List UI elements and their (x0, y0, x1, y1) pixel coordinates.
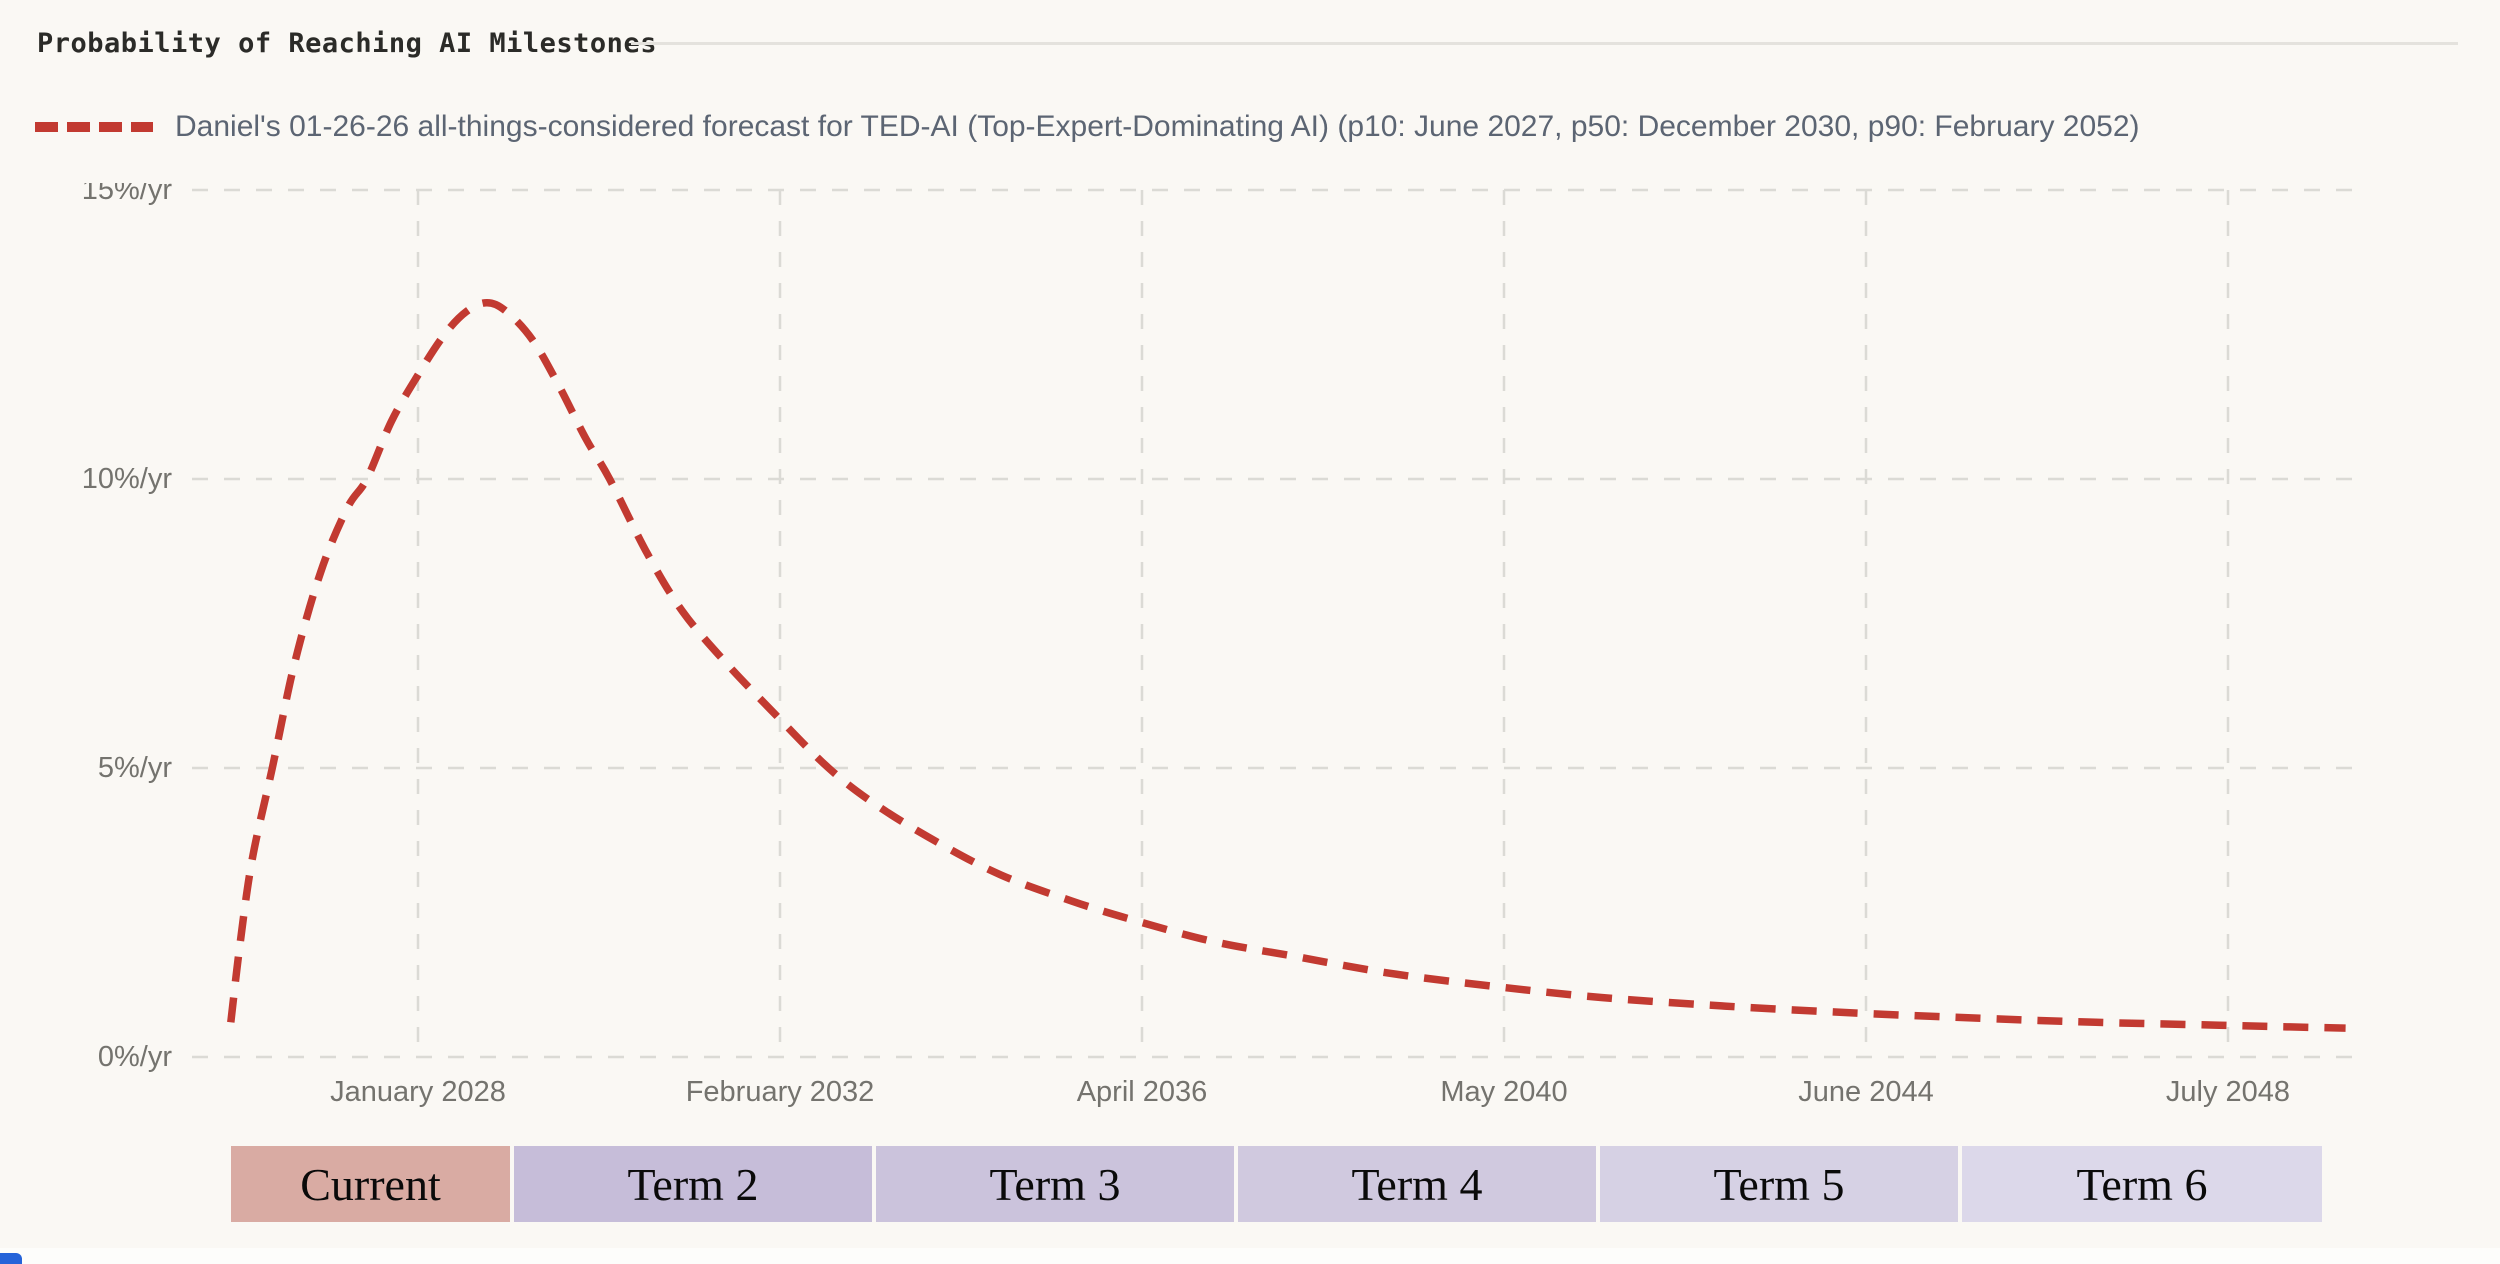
horizontal-gridlines (192, 188, 2357, 1059)
legend-label: Daniel's 01-26-26 all-things-considered … (175, 110, 2140, 143)
x-axis-tick-label: May 2040 (1440, 1076, 1568, 1108)
bottom-background-strip (0, 1248, 2500, 1264)
term-band-term-6: Term 6 (1962, 1146, 2322, 1222)
legend-item[interactable]: Daniel's 01-26-26 all-things-considered … (35, 105, 2140, 149)
x-axis-tick-label: April 2036 (1076, 1076, 1208, 1108)
x-axis-tick-label: February 2032 (685, 1076, 875, 1108)
cut-off-blue-element (0, 1253, 22, 1264)
term-band-current: Current (231, 1146, 510, 1222)
term-band-term-3: Term 3 (876, 1146, 1234, 1222)
title-divider (631, 42, 2458, 45)
term-band-term-2: Term 2 (514, 1146, 872, 1222)
x-axis-tick-label: June 2044 (1798, 1076, 1934, 1108)
vertical-gridlines (416, 190, 2230, 1057)
term-band-term-5: Term 5 (1600, 1146, 1958, 1222)
x-axis-tick-label: January 2028 (330, 1076, 506, 1108)
page-title: Probability of Reaching AI Milestones (37, 28, 657, 59)
term-band-term-4: Term 4 (1238, 1146, 1596, 1222)
legend-dash-icon (35, 122, 153, 132)
x-axis-tick-label: July 2048 (2165, 1076, 2291, 1108)
forecast-curve-line (227, 298, 2346, 1032)
